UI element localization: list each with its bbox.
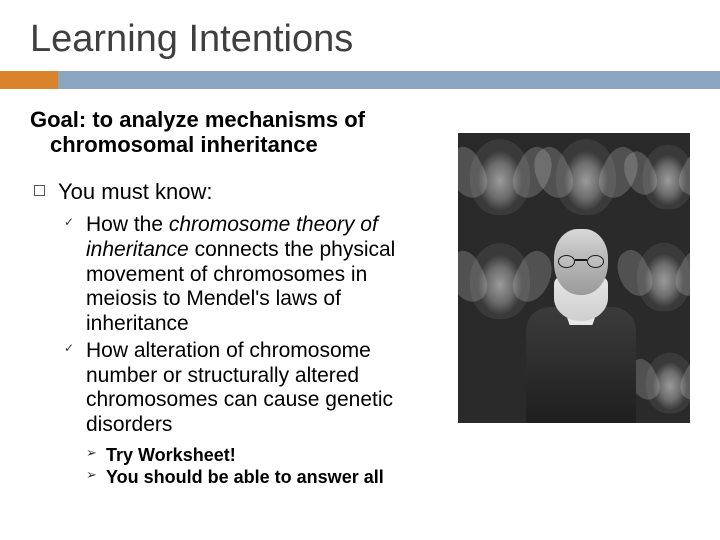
goal-line1: Goal: to analyze mechanisms of [30,107,365,132]
level3-list: Try Worksheet! You should be able to ans… [30,444,440,489]
goal-text: Goal: to analyze mechanisms of chromosom… [30,107,440,158]
fly-icon [646,353,690,414]
fly-icon [637,243,690,311]
know1-pre: How the [86,213,169,236]
glasses-bridge [575,259,587,261]
text-column: Goal: to analyze mechanisms of chromosom… [30,107,440,489]
action1-text: Try Worksheet! [106,445,236,465]
glasses-icon [558,255,604,269]
goal-line2: chromosomal inheritance [30,132,440,157]
fly-icon [470,139,530,215]
lens-left [558,255,575,268]
action2-text: You should be able to answer all [106,467,384,487]
accent-orange [0,71,58,89]
slide-title: Learning Intentions [30,18,690,61]
level2-list: How the chromosome theory of inheritance… [30,213,440,438]
accent-bar [30,71,690,89]
content-row: Goal: to analyze mechanisms of chromosom… [30,107,690,489]
must-know-item: You must know: [30,178,440,206]
know2-pre: How alteration of chromosome number or s… [86,339,393,436]
know-item-2: How alteration of chromosome number or s… [64,339,440,438]
know-item-1: How the chromosome theory of inheritance… [64,213,440,337]
must-know-label: You must know: [58,179,213,204]
fly-icon [643,145,691,210]
scientist-portrait [520,229,642,423]
fly-icon [556,139,616,215]
image-column [458,107,690,489]
level1-list: You must know: [30,178,440,206]
lens-right [587,255,604,268]
action-item-1: Try Worksheet! [86,444,440,467]
action-item-2: You should be able to answer all [86,466,440,489]
scientist-flies-figure [458,133,690,423]
accent-blue [58,71,720,89]
slide: Learning Intentions Goal: to analyze mec… [0,0,720,540]
